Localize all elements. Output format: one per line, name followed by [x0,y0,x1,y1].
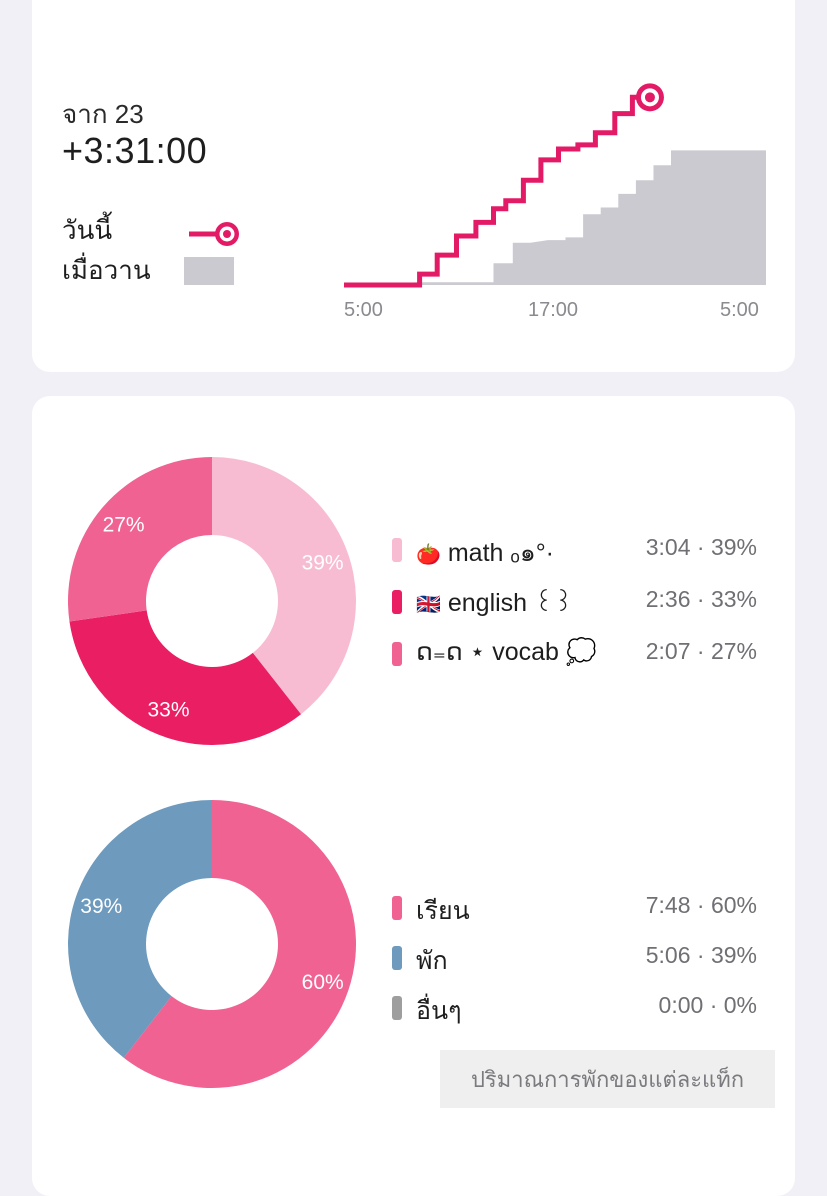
cumulative-step-chart [344,83,766,288]
color-swatch [392,538,402,562]
time-delta: +3:31:00 [62,130,208,171]
break-per-tag-button[interactable]: ปริมาณการพักของแต่ละแท็ก [440,1050,775,1108]
color-swatch [392,946,402,970]
legend-item-vocab: ດ₌ດ ⋆ vocab 💭 2:07 · 27% [392,636,757,670]
today-endpoint-dot [644,92,655,103]
x-tick-label: 17:00 [528,299,579,321]
legend-today-label: วันนี้ [62,215,113,245]
from-label: จาก 23 [62,99,144,129]
donut-slice [67,800,212,1058]
activity-donut-chart: 60% 39% [67,800,356,1088]
legend-yesterday-swatch [184,257,234,285]
color-swatch [392,896,402,920]
yesterday-area [344,150,766,285]
color-swatch [392,642,402,666]
donut-slice [212,457,356,715]
today-line [344,94,650,288]
slice-percent-label: 27% [103,513,145,536]
activity-name: เรียน [416,897,470,925]
tag-value: 2:07 · 27% [645,638,757,664]
activity-name: อื่นๆ [416,997,462,1025]
legend-item-math: 🍅 math ₒ๑°· 3:04 · 39% [392,532,757,567]
donut-slice [68,457,212,622]
tag-name: ດ₌ດ ⋆ vocab 💭 [416,638,597,666]
activity-value: 0:00 · 0% [658,992,757,1018]
slice-percent-label: 39% [302,552,344,575]
activity-value: 7:48 · 60% [645,892,757,918]
legend-item-english: 🇬🇧 english ꒰꒱ 2:36 · 33% [392,584,757,618]
tag-value: 3:04 · 39% [645,534,757,560]
color-swatch [392,996,402,1020]
legend-item-study: เรียน 7:48 · 60% [392,890,757,925]
tags-donut-chart: 39% 33% 27% [68,457,356,745]
legend-item-break: พัก 5:06 · 39% [392,940,757,975]
activity-name: พัก [416,947,448,975]
activity-value: 5:06 · 39% [645,942,757,968]
slice-percent-label: 33% [147,699,189,722]
slice-percent-label: 60% [302,971,344,994]
tag-name: english ꒰꒱ [447,589,574,617]
tag-value: 2:36 · 33% [645,586,757,612]
breakdown-card: 39% 33% 27% 🍅 math ₒ๑°· 3:04 · 39% 🇬🇧 engl… [32,396,795,1196]
legend-yesterday-label: เมื่อวาน [62,255,151,285]
donut-slice [69,610,302,745]
x-tick-label: 5:00 [344,299,383,321]
tag-name: math ₒ๑°· [447,539,555,567]
legend-item-other: อื่นๆ 0:00 · 0% [392,990,757,1025]
tomato-icon: 🍅 [416,544,441,566]
x-tick-label: 5:00 [720,299,759,321]
color-swatch [392,590,402,614]
comparison-card: จาก 23 +3:31:00 วันนี้ เมื่อวาน 5:00 17:… [32,0,795,372]
donut-slice [123,800,356,1088]
uk-flag-icon: 🇬🇧 [416,594,441,616]
slice-percent-label: 39% [80,895,122,918]
legend-today-swatch [189,222,239,246]
